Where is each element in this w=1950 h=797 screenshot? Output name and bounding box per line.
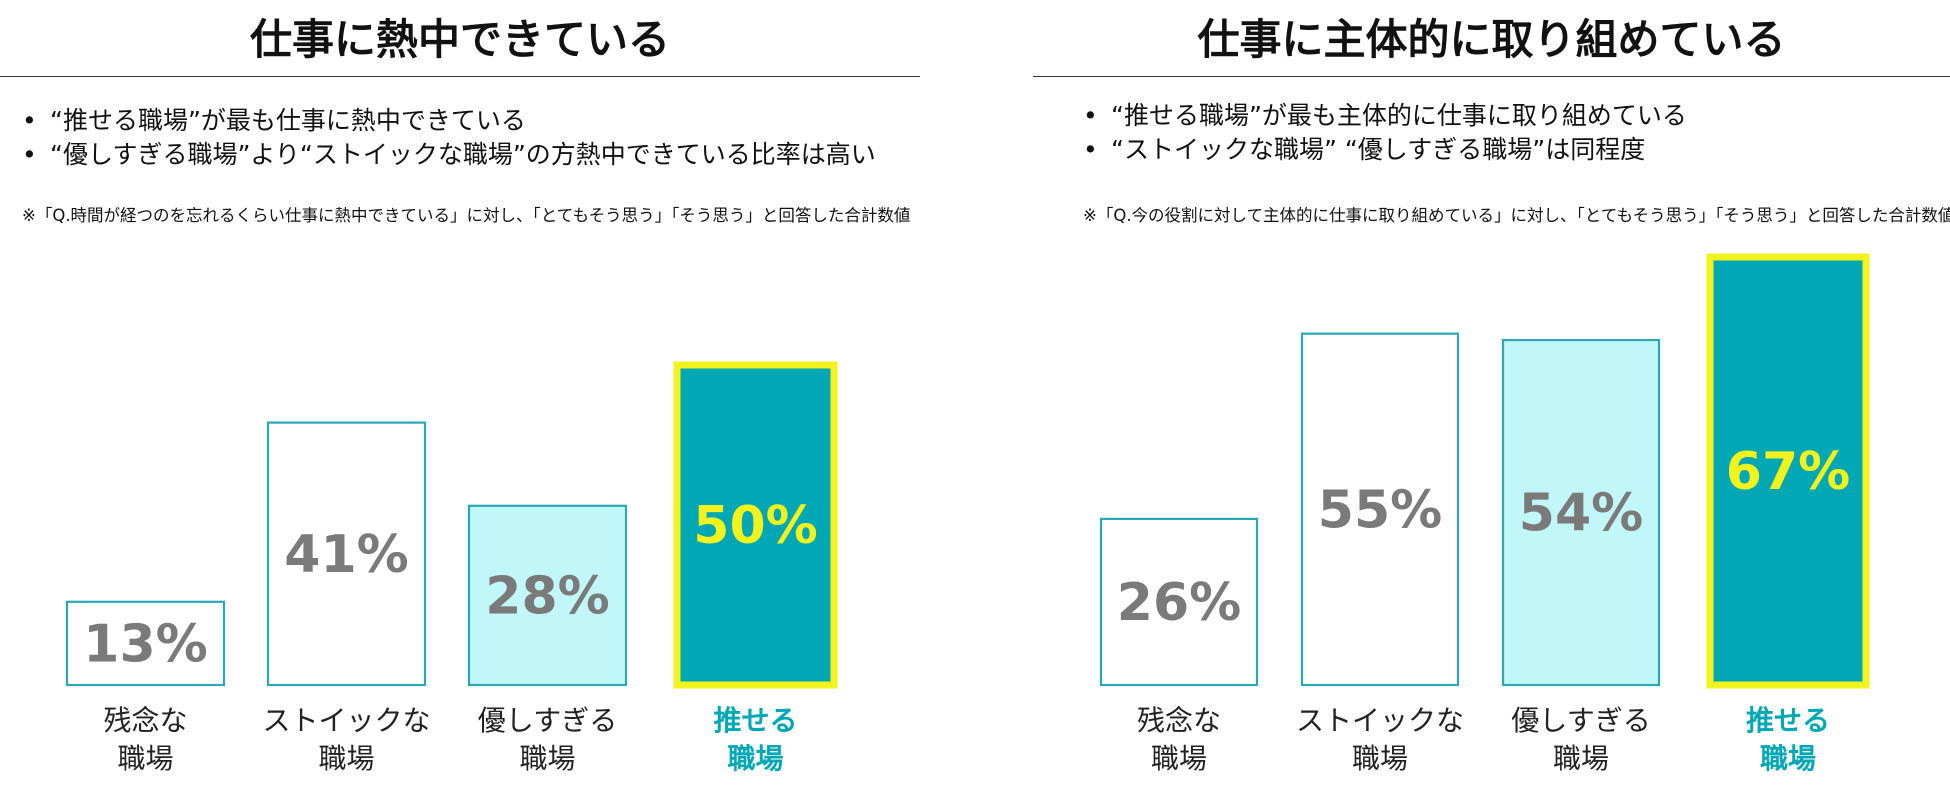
bullet-item: “ストイックな職場” “優しすぎる職場”は同程度 (1083, 133, 1687, 167)
category-label: 推せる (713, 704, 797, 737)
data-label: 50% (693, 496, 817, 556)
category-label: 残念な (103, 704, 187, 737)
bullet-list: “推せる職場”が最も主体的に仕事に取り組めている “ストイックな職場” “優しす… (1083, 99, 1687, 167)
category-label: 職場 (519, 742, 575, 775)
bullet-item: “推せる職場”が最も仕事に熱中できている (22, 104, 876, 138)
category-label: 残念な (1137, 704, 1221, 737)
bar (266, 421, 427, 687)
bar (1706, 253, 1870, 689)
title-divider (1033, 76, 1950, 77)
category-label: 職場 (117, 742, 173, 775)
data-label: 26% (1117, 573, 1241, 633)
bullet-item: “優しすぎる職場”より“ストイックな職場”の方熱中できている比率は高い (22, 138, 876, 172)
category-label: 職場 (1553, 742, 1609, 775)
category-label: ストイックな (262, 704, 430, 737)
category-label: 職場 (1760, 742, 1816, 775)
bar (65, 600, 226, 687)
bar (467, 504, 628, 687)
data-label: 54% (1519, 484, 1643, 544)
title-divider (0, 76, 920, 77)
data-label: 13% (83, 614, 207, 674)
chart-title: 仕事に熱中できている (249, 15, 670, 64)
panel-engagement: 仕事に熱中できている “推せる職場”が最も仕事に熱中できている “優しすぎる職場… (0, 0, 920, 797)
category-label: 職場 (1352, 742, 1408, 775)
footnote: ※「Q.時間が経つのを忘れるくらい仕事に熱中できている」に対し、「とてもそう思う… (22, 206, 911, 225)
bar (673, 361, 838, 689)
footnote: ※「Q.今の役割に対して主体的に仕事に取り組めている」に対し、「とてもそう思う」… (1083, 206, 1950, 225)
category-label: 職場 (318, 742, 374, 775)
bar (1099, 517, 1259, 687)
bar (1300, 332, 1460, 687)
category-label: ストイックな (1296, 704, 1464, 737)
category-label: 職場 (727, 742, 783, 775)
bar (1501, 338, 1661, 687)
bullet-list: “推せる職場”が最も仕事に熱中できている “優しすぎる職場”より“ストイックな職… (22, 104, 876, 172)
bullet-item: “推せる職場”が最も主体的に仕事に取り組めている (1083, 99, 1687, 133)
data-label: 55% (1318, 480, 1442, 540)
data-label: 67% (1726, 442, 1850, 502)
chart-title: 仕事に主体的に取り組めている (1197, 15, 1786, 64)
category-label: 職場 (1151, 742, 1207, 775)
data-label: 28% (485, 566, 609, 626)
data-label: 41% (284, 525, 408, 585)
panel-proactive: 仕事に主体的に取り組めている “推せる職場”が最も主体的に仕事に取り組めている … (1033, 0, 1950, 797)
category-label: 推せる (1746, 704, 1830, 737)
category-label: 優しすぎる (1511, 704, 1650, 737)
category-label: 優しすぎる (478, 704, 617, 737)
